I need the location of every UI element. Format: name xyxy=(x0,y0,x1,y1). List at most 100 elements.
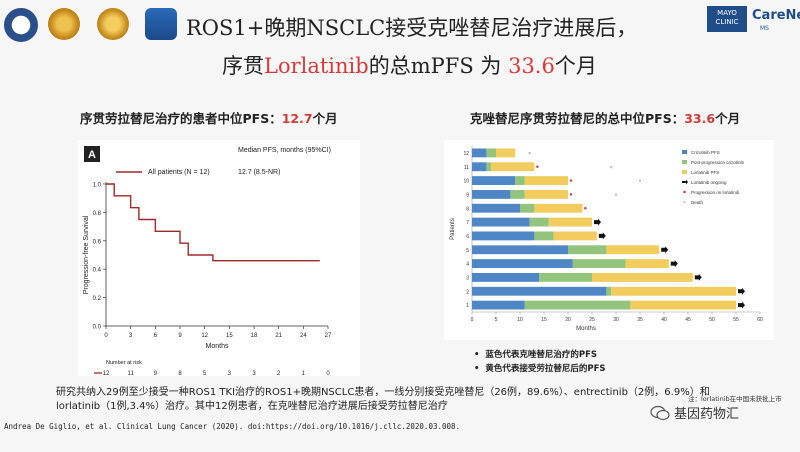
km-chart: A Median PFS, months (95%CI) All patients … xyxy=(83,146,332,377)
sw-bar-segment xyxy=(472,217,530,227)
km-legend-value: 12.7 (8.5-NR) xyxy=(238,169,280,176)
sw-legend-label: Crizotinib PFS xyxy=(691,150,720,155)
sw-ongoing-arrow xyxy=(670,260,678,268)
sw-bar-segment xyxy=(472,189,511,199)
km-x-tick-label: 6 xyxy=(154,333,158,339)
sw-bar-segment xyxy=(592,272,693,282)
risk-value: 0 xyxy=(326,371,330,376)
risk-value: 3 xyxy=(252,371,256,376)
km-legend-label: All patients (N = 12) xyxy=(148,169,210,176)
sw-bar-segment xyxy=(534,231,554,241)
sw-legend-label: Death xyxy=(691,200,704,205)
sw-progression-dot xyxy=(569,179,573,182)
sw-legend-swatch xyxy=(682,150,687,154)
km-y-tick-label: 1.0 xyxy=(93,183,102,189)
risk-value: 9 xyxy=(154,371,158,376)
sw-x-tick-label: 25 xyxy=(589,317,595,323)
university-seal-logo xyxy=(4,8,38,42)
sw-bar-segment xyxy=(630,300,736,310)
risk-value: 2 xyxy=(277,371,281,376)
sw-y-tick-label: 8 xyxy=(466,206,469,212)
km-x-tick-label: 27 xyxy=(325,333,332,339)
sw-x-tick-label: 10 xyxy=(517,317,523,323)
mayo-clinic-logo: MAYO CLINIC xyxy=(707,6,747,32)
right-color-legend: • 蓝色代表克唑替尼治疗的PFS • 黄色代表接受劳拉替尼后的PFS xyxy=(474,348,606,376)
sw-death-mark: × xyxy=(615,192,618,198)
risk-value: 8 xyxy=(178,371,182,376)
gold-medal-logo-2 xyxy=(97,8,129,40)
sw-death-mark: × xyxy=(639,179,642,185)
sw-bar-segment xyxy=(606,286,612,296)
risk-value: 1 xyxy=(302,371,306,376)
sw-x-tick-label: 30 xyxy=(613,317,619,323)
km-y-tick-label: 0.2 xyxy=(93,296,102,302)
km-x-tick-label: 12 xyxy=(201,333,208,339)
panel-label: A xyxy=(88,149,96,161)
wechat-icon xyxy=(650,405,670,420)
left-subtitle: 序贯劳拉替尼治疗的患者中位PFS：12.7个月 xyxy=(80,111,338,126)
sw-x-tick-label: 35 xyxy=(637,317,643,323)
sw-bar-segment xyxy=(524,176,568,186)
sw-y-tick-label: 10 xyxy=(463,179,469,185)
sw-bar-segment xyxy=(553,231,597,241)
sw-x-tick-label: 15 xyxy=(541,317,547,323)
sw-y-tick-label: 5 xyxy=(466,248,469,254)
sw-progression-dot xyxy=(536,165,539,168)
sw-death-mark: × xyxy=(610,165,613,171)
km-y-tick-label: 0.8 xyxy=(93,211,102,217)
km-y-tick-label: 0.0 xyxy=(93,325,102,331)
sw-y-tick-label: 2 xyxy=(466,289,469,295)
sw-y-tick-label: 3 xyxy=(466,275,469,281)
sw-bar-segment xyxy=(496,148,516,158)
sw-progression-dot xyxy=(569,193,573,196)
swimmer-chart: 0 5 10 15 20 25 30 35 40 45 50 55 60MonthsPatients12… xyxy=(450,146,763,332)
care-network-logo: CareNetw xyxy=(752,8,800,23)
sw-y-label: Patients xyxy=(450,218,456,240)
wechat-watermark: 基因药物汇 xyxy=(650,403,739,422)
sw-bar-segment xyxy=(486,162,492,172)
sw-bar-segment xyxy=(568,245,607,255)
sw-bar-segment xyxy=(472,231,535,241)
km-chart-panel: A Median PFS, months (95%CI) All patients … xyxy=(78,140,360,377)
sw-legend-label: Lorlatinib PFS xyxy=(691,170,719,175)
sw-x-tick-label: 20 xyxy=(565,317,571,323)
sw-ongoing-arrow xyxy=(598,232,606,240)
km-x-tick-label: 3 xyxy=(129,333,133,339)
km-x-tick-label: 0 xyxy=(104,333,108,339)
sw-y-tick-label: 12 xyxy=(463,151,469,157)
sw-bar-segment xyxy=(486,148,496,158)
sw-ongoing-arrow xyxy=(738,301,745,309)
sw-bar-segment xyxy=(515,176,525,186)
sw-bar-segment xyxy=(611,286,736,296)
sw-y-tick-label: 1 xyxy=(466,303,469,309)
sw-legend-arrow xyxy=(682,179,688,185)
km-x-tick-label: 18 xyxy=(251,333,258,339)
slide-title-line1: ROS1+晚期NSCLC接受克唑替尼治疗进展后， xyxy=(186,16,638,40)
reference: Andrea De Giglio, et al. Clinical Lung C… xyxy=(4,422,461,431)
sw-y-tick-label: 9 xyxy=(466,192,469,198)
sw-legend-label: Post-progression crizotinib xyxy=(691,160,745,165)
sw-bar-segment xyxy=(472,176,516,186)
km-y-label: Progression-free Survival xyxy=(83,215,90,294)
sw-bar-segment xyxy=(572,259,626,269)
sw-y-tick-label: 11 xyxy=(464,165,469,171)
sw-bar-segment xyxy=(539,272,592,282)
sw-bar-segment xyxy=(472,272,540,282)
sw-x-tick-label: 50 xyxy=(709,317,715,323)
sw-y-tick-label: 7 xyxy=(466,220,469,226)
sw-bar-segment xyxy=(524,300,631,310)
km-x-tick-label: 21 xyxy=(275,333,282,339)
study-description: 研究共纳入29例至少接受一种ROS1 TKI治疗的ROS1+晚期NSCLC患者，… xyxy=(56,387,710,412)
sw-x-tick-label: 45 xyxy=(685,317,691,323)
km-curve xyxy=(106,183,320,262)
sw-y-tick-label: 6 xyxy=(466,234,469,240)
sw-legend-swatch xyxy=(682,170,687,174)
slide-title-line2: 序贯Lorlatinib的总mPFS 为 33.6个月 xyxy=(222,54,597,78)
risk-value: 11 xyxy=(128,371,135,376)
sw-x-tick-label: 60 xyxy=(757,317,763,323)
wechat-account-name: 基因药物汇 xyxy=(674,407,740,422)
care-network-sub: MS xyxy=(760,25,769,32)
sw-bar-segment xyxy=(529,217,549,227)
sw-bar-segment xyxy=(472,245,568,255)
